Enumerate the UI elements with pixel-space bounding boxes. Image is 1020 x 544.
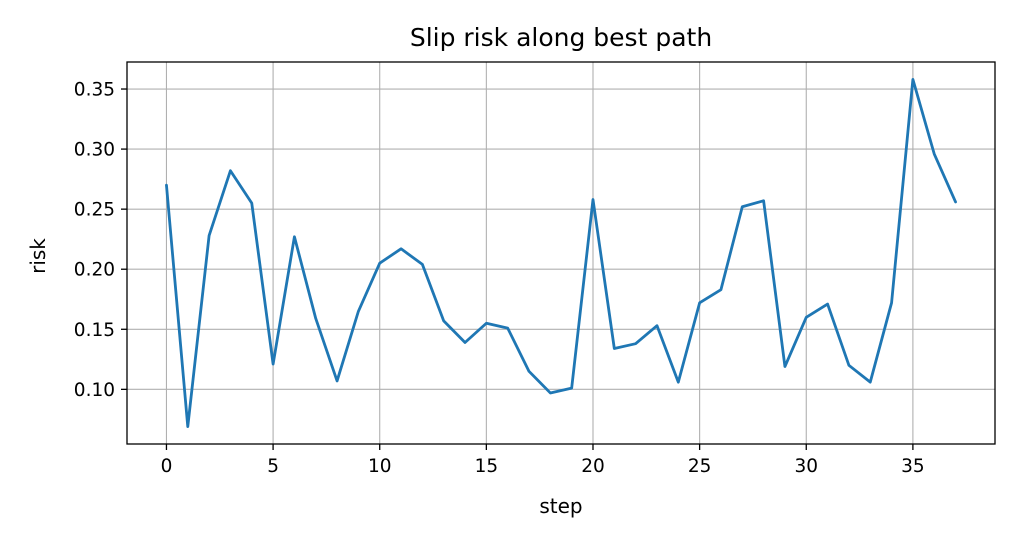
axis-ticks: 0 5 10 15 20 25 30 35 0.10 0.15 0.20 0.25 0.30 0.35	[74, 80, 925, 477]
data-point	[272, 363, 275, 366]
data-point	[634, 342, 637, 345]
x-tick-label: 25	[688, 456, 712, 477]
data-point	[378, 262, 381, 265]
data-point	[549, 391, 552, 394]
y-tick-label: 0.35	[74, 80, 115, 101]
x-tick-label: 10	[368, 456, 392, 477]
data-point	[719, 288, 722, 291]
data-point	[613, 347, 616, 350]
data-point	[698, 301, 701, 304]
data-point	[847, 364, 850, 367]
data-point	[911, 78, 914, 81]
data-point	[783, 365, 786, 368]
data-point	[293, 235, 296, 238]
y-tick-label: 0.15	[74, 320, 115, 341]
data-point	[869, 381, 872, 384]
data-point	[421, 263, 424, 266]
data-point	[933, 152, 936, 155]
series-line	[165, 78, 957, 428]
data-point	[314, 317, 317, 320]
y-tick-label: 0.20	[74, 260, 115, 281]
data-point	[762, 199, 765, 202]
data-point	[677, 381, 680, 384]
grid	[127, 62, 995, 444]
data-point	[400, 247, 403, 250]
data-point	[442, 319, 445, 322]
plot-frame	[126, 61, 996, 445]
data-point	[954, 200, 957, 203]
series-group	[165, 78, 957, 428]
y-tick-label: 0.10	[74, 380, 115, 401]
data-point	[805, 316, 808, 319]
data-point	[655, 324, 658, 327]
data-point	[528, 370, 531, 373]
data-point	[165, 184, 168, 187]
data-point	[826, 303, 829, 306]
x-axis-label: step	[539, 494, 582, 518]
data-point	[591, 198, 594, 201]
data-point	[250, 202, 253, 205]
data-point	[890, 301, 893, 304]
x-tick-label: 35	[901, 456, 925, 477]
data-point	[464, 341, 467, 344]
data-point	[208, 234, 211, 237]
y-tick-label: 0.25	[74, 200, 115, 221]
data-point	[570, 387, 573, 390]
x-tick-label: 20	[581, 456, 605, 477]
data-point	[741, 205, 744, 208]
x-tick-label: 15	[475, 456, 499, 477]
x-tick-label: 5	[267, 456, 279, 477]
y-tick-label: 0.30	[74, 140, 115, 161]
data-point	[506, 327, 509, 330]
x-tick-label: 0	[161, 456, 173, 477]
chart-title: Slip risk along best path	[410, 23, 712, 52]
data-point	[186, 425, 189, 428]
x-tick-label: 30	[794, 456, 818, 477]
data-point	[336, 379, 339, 382]
data-point	[229, 169, 232, 172]
data-point	[357, 310, 360, 313]
data-point	[485, 322, 488, 325]
y-axis-label: risk	[26, 238, 50, 274]
